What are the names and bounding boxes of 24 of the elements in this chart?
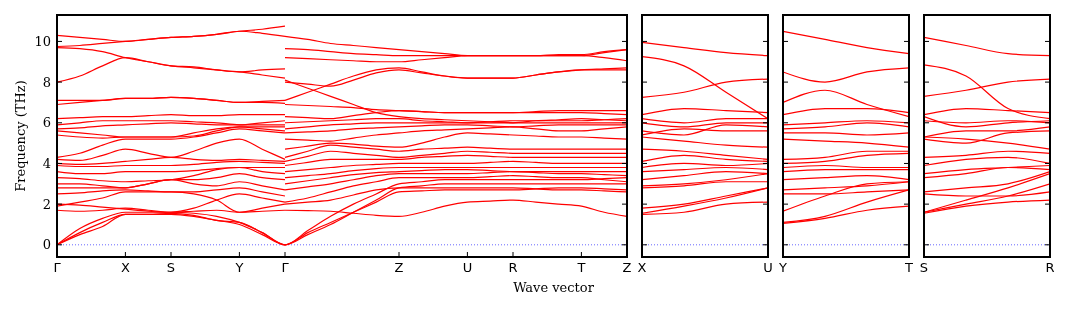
x-tick-label: Z	[394, 260, 404, 275]
x-tick-label: Y	[234, 260, 244, 275]
x-tick-label: Γ	[281, 260, 290, 275]
x-tick-label: X	[120, 260, 130, 275]
x-tick-label: S	[166, 260, 176, 275]
x-tick-label: R	[508, 260, 518, 275]
x-axis-title: Wave vector	[513, 280, 595, 295]
y-tick-label: 6	[42, 115, 51, 131]
x-tick-label: U	[763, 260, 773, 275]
x-tick-label: T	[576, 260, 586, 275]
y-tick-label: 4	[42, 156, 51, 171]
y-tick-label: 10	[34, 33, 51, 49]
x-tick-label: R	[1045, 260, 1055, 275]
y-axis-title: Frequency (THz)	[13, 80, 28, 192]
x-tick-label: Γ	[53, 260, 62, 275]
y-tick-label: 0	[42, 237, 51, 253]
x-tick-label: Z	[622, 260, 632, 275]
y-tick-label: 2	[42, 196, 51, 212]
y-tick-label: 8	[42, 74, 51, 90]
x-tick-label: T	[904, 260, 914, 275]
x-tick-label: S	[919, 260, 929, 275]
x-tick-label: U	[462, 260, 473, 275]
x-tick-label: X	[637, 260, 647, 275]
x-tick-label: Y	[778, 260, 788, 275]
